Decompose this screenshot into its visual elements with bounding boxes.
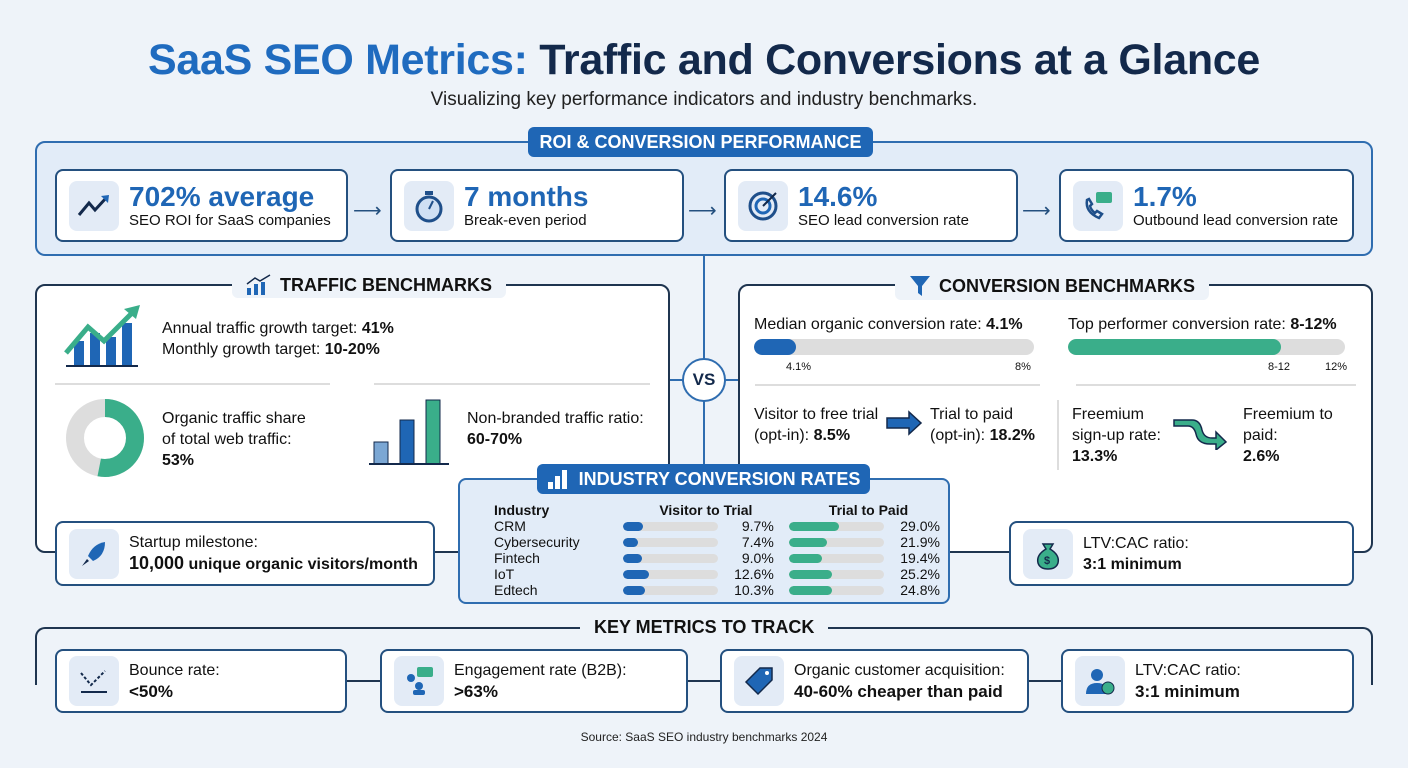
organic-share: Organic traffic share of total web traffi…: [162, 410, 306, 469]
median-bar: [754, 339, 1034, 355]
phone-chat-icon: [1073, 180, 1123, 231]
t2p-bar: [788, 585, 884, 595]
v2t-bar: [622, 553, 718, 563]
t2p-bar: [788, 537, 884, 547]
key-metric-card: Organic customer acquisition: 40-60% chea…: [720, 649, 1029, 713]
roi-card: 7 months Break-even period: [390, 169, 684, 242]
table-row: IoT 12.6% 25.2%: [494, 566, 940, 582]
divider: [1076, 384, 1356, 386]
traffic-heading: TRAFFIC BENCHMARKS: [232, 272, 506, 298]
arrow-right-icon: [886, 410, 923, 436]
key-metric-card: LTV:CAC ratio: 3:1 minimum: [1061, 649, 1354, 713]
rocket-icon: [69, 528, 119, 579]
stopwatch-icon: [404, 180, 454, 231]
t2p-bar: [788, 521, 884, 531]
connector-line: [1029, 680, 1061, 682]
freemium-to-paid: Freemium to paid: 2.6%: [1243, 406, 1333, 465]
price-tag-icon: [734, 656, 784, 706]
table-row: Edtech 10.3% 24.8%: [494, 582, 940, 598]
key-metric-card: Bounce rate: <50%: [55, 649, 347, 713]
annual-growth: Annual traffic growth target: 41% Monthly…: [162, 320, 394, 358]
nonbranded-bar-icon: [369, 399, 449, 465]
t2p-bar: [788, 553, 884, 563]
top-conversion: Top performer conversion rate: 8-12%: [1068, 316, 1337, 333]
bar-chart-icon: [547, 470, 567, 489]
v2t-bar: [622, 521, 718, 531]
divider: [1057, 400, 1059, 470]
freemium-signup: Freemium sign-up rate: 13.3%: [1072, 406, 1161, 465]
funnel-icon: [910, 276, 930, 296]
startup-milestone-card: Startup milestone: 10,000 unique organic …: [55, 521, 435, 586]
industry-table: Industry Visitor to Trial Trial to Paid CR…: [494, 502, 948, 598]
bar-chart-icon: [246, 274, 271, 295]
target-icon: [738, 180, 788, 231]
v2t-bar: [622, 585, 718, 595]
roi-card: 702% average SEO ROI for SaaS companies: [55, 169, 348, 242]
industry-badge: INDUSTRY CONVERSION RATES: [537, 464, 870, 494]
page-subtitle: Visualizing key performance indicators a…: [430, 89, 978, 110]
trial-to-paid: Trial to paid (opt-in): 18.2%: [930, 406, 1035, 444]
roi-badge: ROI & CONVERSION PERFORMANCE: [528, 127, 873, 157]
divider: [755, 384, 1040, 386]
v2t-bar: [622, 537, 718, 547]
connector-line: [347, 680, 380, 682]
tick-label: 8-12: [1268, 361, 1291, 373]
vs-badge: VS: [682, 358, 726, 402]
engagement-icon: [394, 656, 444, 706]
table-row: Cybersecurity 7.4% 21.9%: [494, 534, 940, 550]
nonbranded-ratio: Non-branded traffic ratio: 60-70%: [467, 410, 644, 448]
svg-text:$: $: [1044, 555, 1050, 567]
tick-label: 12%: [1325, 361, 1348, 373]
key-metrics-heading: KEY METRICS TO TRACK: [580, 617, 829, 638]
user-dollar-icon: [1075, 656, 1125, 706]
source-note: Source: SaaS SEO industry benchmarks 202…: [580, 730, 828, 744]
money-bag-icon: $: [1023, 528, 1073, 579]
page-title: SaaS SEO Metrics: Traffic and Conversion…: [147, 36, 1261, 84]
trend-up-icon: [69, 180, 119, 231]
median-conversion: Median organic conversion rate: 4.1%: [754, 316, 1023, 333]
organic-share-donut: [66, 399, 144, 477]
visitor-to-trial: Visitor to free trial (opt-in): 8.5%: [754, 406, 879, 444]
divider: [55, 383, 330, 385]
tick-label: 8%: [1015, 361, 1031, 373]
roi-card: 14.6% SEO lead conversion rate: [724, 169, 1018, 242]
tick-label: 4.1%: [786, 361, 812, 373]
arrow-icon: ⟶: [353, 200, 382, 222]
industry-panel: Industry Visitor to Trial Trial to Paid CR…: [458, 478, 950, 604]
curved-arrow-icon: [1173, 419, 1228, 450]
conversion-heading: CONVERSION BENCHMARKS: [895, 272, 1210, 300]
bounce-icon: [69, 656, 119, 706]
table-row: Fintech 9.0% 19.4%: [494, 550, 940, 566]
v2t-bar: [622, 569, 718, 579]
arrow-icon: ⟶: [688, 200, 717, 222]
ltv-cac-card: $ LTV:CAC ratio: 3:1 minimum: [1009, 521, 1354, 586]
key-metric-card: Engagement rate (B2B): >63%: [380, 649, 688, 713]
divider: [374, 383, 650, 385]
connector-line: [688, 680, 720, 682]
table-row: CRM 9.7% 29.0%: [494, 518, 940, 534]
arrow-icon: ⟶: [1022, 200, 1051, 222]
roi-card: 1.7% Outbound lead conversion rate: [1059, 169, 1354, 242]
top-performer-bar: [1068, 339, 1345, 355]
t2p-bar: [788, 569, 884, 579]
growth-chart-icon: [64, 305, 140, 367]
